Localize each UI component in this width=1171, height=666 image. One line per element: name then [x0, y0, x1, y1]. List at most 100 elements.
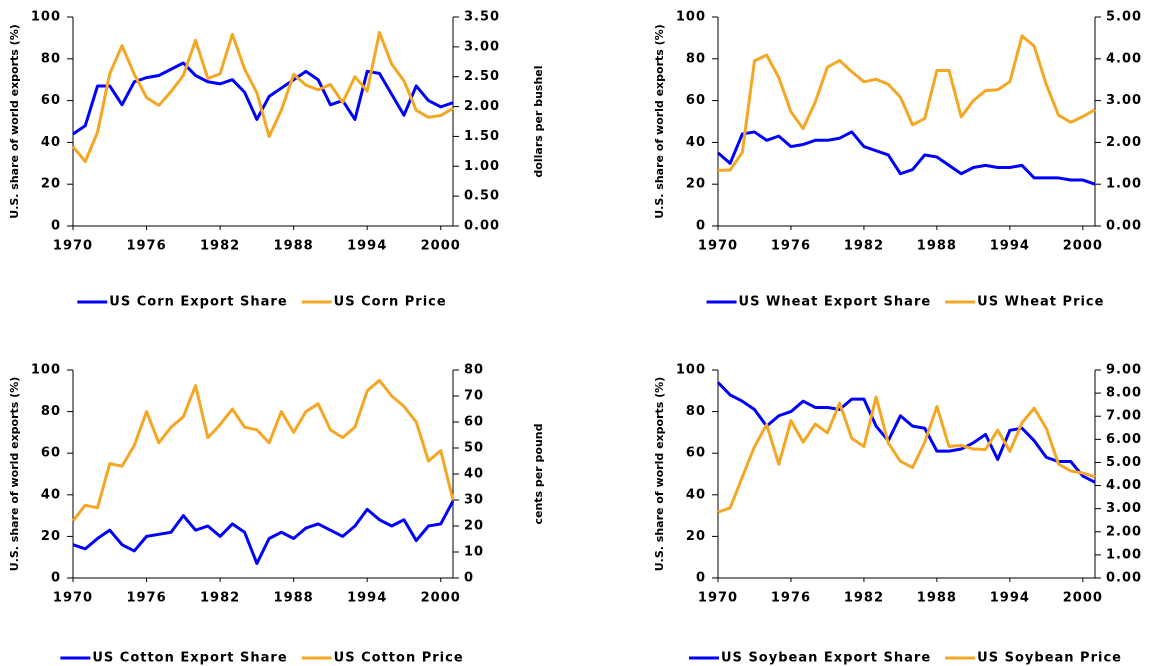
y2-tick-label: 70 — [464, 389, 484, 404]
series-line — [72, 61, 454, 136]
x-tick-label: 1982 — [200, 239, 240, 254]
y-tick-label: 100 — [676, 10, 706, 25]
y-tick-label: 40 — [686, 135, 706, 150]
y2-tick-label: 50 — [464, 441, 484, 456]
y2-tick-label: 8.00 — [1106, 386, 1142, 401]
series-line — [71, 378, 455, 522]
y-tick-label: 100 — [31, 363, 61, 378]
x-tick-label: 1970 — [53, 591, 93, 606]
y-axis-title: U.S. share of world exports (%) — [653, 377, 666, 571]
y-tick-label: 60 — [686, 93, 706, 108]
y2-tick-label: 20 — [464, 519, 484, 534]
x-tick-label: 1988 — [917, 239, 957, 254]
y2-tick-label: 9.00 — [1106, 363, 1142, 378]
y2-axis-title: dollars per bushel — [532, 65, 545, 177]
x-tick-label: 2000 — [421, 239, 461, 254]
x-tick-label: 1970 — [53, 239, 93, 254]
x-tick-label: 1976 — [126, 239, 166, 254]
x-tick-label: 1994 — [347, 591, 387, 606]
y2-tick-label: 3.00 — [464, 39, 500, 54]
y-tick-label: 60 — [41, 93, 61, 108]
legend-label: US Soybean Export Share — [721, 651, 931, 666]
y2-tick-label: 3.00 — [1106, 501, 1142, 516]
y2-tick-label: 1.00 — [464, 159, 500, 174]
y-tick-label: 20 — [41, 529, 61, 544]
y2-tick-label: 4.00 — [1106, 478, 1142, 493]
y-tick-label: 0 — [696, 571, 706, 586]
y2-tick-label: 0.50 — [464, 189, 500, 204]
x-tick-label: 2000 — [1063, 239, 1103, 254]
legend-label: US Soybean Price — [977, 651, 1122, 666]
x-tick-label: 1982 — [844, 239, 884, 254]
y-tick-label: 80 — [686, 51, 706, 66]
y2-tick-label: 5.00 — [1106, 10, 1142, 25]
y2-tick-label: 10 — [464, 545, 484, 560]
y-tick-label: 20 — [686, 177, 706, 192]
y-tick-label: 20 — [686, 529, 706, 544]
y2-tick-label: 4.00 — [1106, 51, 1142, 66]
x-tick-label: 1976 — [771, 591, 811, 606]
y2-tick-label: 5.00 — [1106, 455, 1142, 470]
y2-tick-label: 0.00 — [1106, 571, 1142, 586]
legend-label: US Cotton Price — [334, 651, 464, 666]
y-axis-title: U.S. share of world exports (%) — [8, 377, 21, 571]
y-tick-label: 0 — [51, 219, 61, 234]
y2-axis-title: cents per pound — [532, 423, 545, 524]
x-tick-label: 1994 — [347, 239, 387, 254]
x-tick-label: 1976 — [771, 239, 811, 254]
series-line — [717, 130, 1096, 186]
x-tick-label: 1988 — [274, 239, 314, 254]
series-line — [71, 31, 454, 164]
y-tick-label: 60 — [41, 446, 61, 461]
y-tick-label: 100 — [31, 10, 61, 25]
y-tick-label: 40 — [41, 135, 61, 150]
x-tick-label: 1976 — [126, 591, 166, 606]
y2-tick-label: 7.00 — [1106, 409, 1142, 424]
x-tick-label: 2000 — [421, 591, 461, 606]
x-tick-label: 1994 — [990, 591, 1030, 606]
y-axis-title: U.S. share of world exports (%) — [8, 24, 21, 218]
y-axis-title: U.S. share of world exports (%) — [653, 24, 666, 218]
y-tick-label: 60 — [686, 446, 706, 461]
y-tick-label: 40 — [41, 487, 61, 502]
x-tick-label: 1988 — [274, 591, 314, 606]
y2-tick-label: 0 — [464, 571, 474, 586]
y2-tick-label: 2.00 — [1106, 524, 1142, 539]
y2-tick-label: 3.00 — [1106, 93, 1142, 108]
y2-tick-label: 3.50 — [464, 10, 500, 25]
legend-label: US Wheat Price — [977, 295, 1104, 310]
legend-label: US Corn Export Share — [109, 295, 287, 310]
legend-label: US Cotton Export Share — [92, 651, 287, 666]
y-tick-label: 80 — [41, 51, 61, 66]
y2-tick-label: 2.00 — [1106, 135, 1142, 150]
y2-tick-label: 1.50 — [464, 129, 500, 144]
y-tick-label: 20 — [41, 177, 61, 192]
y2-tick-label: 0.00 — [1106, 219, 1142, 234]
y-tick-label: 80 — [686, 404, 706, 419]
y2-tick-label: 2.50 — [464, 69, 500, 84]
y2-tick-label: 0.00 — [464, 219, 500, 234]
y-tick-label: 100 — [676, 363, 706, 378]
series-line — [717, 395, 1096, 514]
legend-label: US Wheat Export Share — [739, 295, 932, 310]
y2-tick-label: 30 — [464, 493, 484, 508]
y2-tick-label: 1.00 — [1106, 177, 1142, 192]
y2-tick-label: 60 — [464, 415, 484, 430]
series-line — [716, 381, 1096, 484]
x-tick-label: 1988 — [917, 591, 957, 606]
series-line — [72, 500, 455, 565]
y2-tick-label: 2.00 — [464, 99, 500, 114]
y-tick-label: 80 — [41, 404, 61, 419]
x-tick-label: 1970 — [698, 239, 738, 254]
legend-label: US Corn Price — [334, 295, 447, 310]
y2-tick-label: 80 — [464, 363, 484, 378]
x-tick-label: 1994 — [990, 239, 1030, 254]
y-tick-label: 0 — [696, 219, 706, 234]
series-line — [717, 34, 1096, 172]
y-tick-label: 40 — [686, 487, 706, 502]
x-tick-label: 1982 — [200, 591, 240, 606]
x-tick-label: 1970 — [698, 591, 738, 606]
x-tick-label: 1982 — [844, 591, 884, 606]
y2-tick-label: 1.00 — [1106, 547, 1142, 562]
